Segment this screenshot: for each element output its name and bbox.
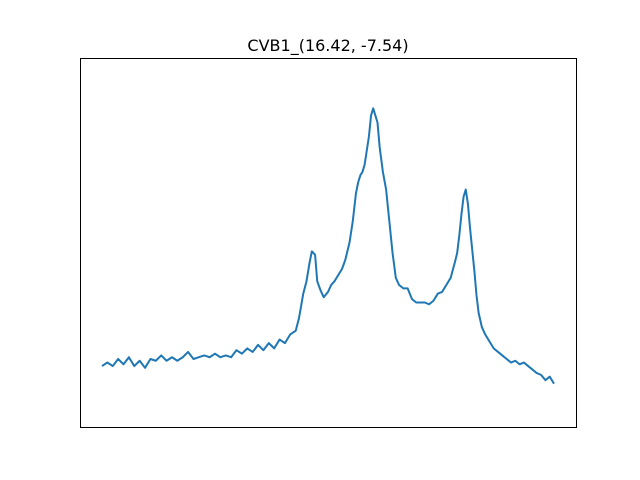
plot-area [80, 58, 576, 427]
series-layer [101, 107, 555, 385]
plot-frame [80, 58, 577, 428]
series-line-0 [101, 107, 555, 385]
chart-title: CVB1_(16.42, -7.54) [247, 36, 408, 56]
